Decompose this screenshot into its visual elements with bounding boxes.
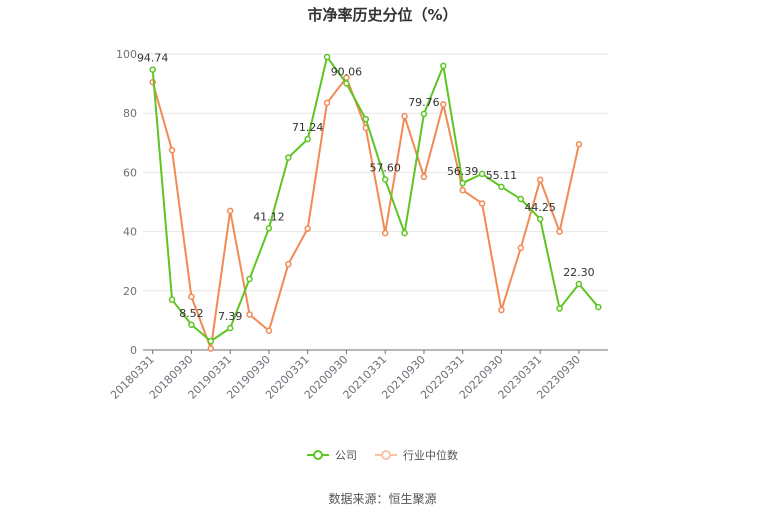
data-label: 79.76 [408, 96, 440, 109]
data-point[interactable] [478, 200, 486, 207]
data-label: 22.30 [563, 266, 595, 279]
data-labels: 94.74 8.52 7.39 41.12 71.24 90.06 57.60 79.76 56… [137, 52, 595, 324]
data-point[interactable] [575, 141, 583, 148]
data-point[interactable] [440, 62, 447, 70]
legend: 公司 行业中位数 [0, 447, 765, 463]
data-point[interactable] [246, 311, 253, 318]
data-point[interactable] [285, 154, 292, 161]
data-point[interactable] [440, 101, 447, 108]
data-point[interactable] [265, 327, 273, 335]
data-point[interactable] [188, 321, 195, 329]
series-layer [149, 53, 602, 352]
data-point[interactable] [420, 173, 428, 181]
legend-label-industry: 行业中位数 [403, 449, 458, 462]
data-point[interactable] [595, 303, 602, 311]
data-label: 57.60 [369, 162, 401, 175]
line-chart: 0 20 40 60 80 100 201803312018093020190331201… [108, 48, 608, 402]
series-company [149, 53, 602, 345]
data-point[interactable] [285, 260, 292, 268]
data-point[interactable] [478, 170, 486, 178]
data-point[interactable] [517, 195, 525, 203]
data-source: 数据来源：恒生聚源 [328, 492, 437, 506]
data-point[interactable] [168, 146, 176, 154]
grid-lines [143, 53, 608, 351]
data-label: 90.06 [331, 65, 363, 78]
data-point[interactable] [498, 183, 505, 191]
y-tick-label: 80 [123, 107, 137, 120]
data-point[interactable] [168, 296, 176, 303]
data-point[interactable] [575, 280, 583, 288]
data-point[interactable] [459, 186, 466, 194]
data-point[interactable] [226, 324, 234, 332]
data-point[interactable] [401, 112, 408, 120]
y-tick-label: 40 [123, 226, 137, 239]
series-line [151, 55, 600, 343]
data-point[interactable] [556, 305, 563, 312]
data-point[interactable] [149, 66, 156, 73]
data-label: 41.12 [253, 210, 285, 223]
data-point[interactable] [304, 225, 311, 232]
data-point[interactable] [536, 215, 544, 223]
data-label: 8.52 [179, 307, 204, 320]
data-point[interactable] [323, 53, 331, 61]
chart-title: 市净率历史分位（%） [307, 6, 458, 24]
data-point[interactable] [323, 99, 331, 107]
data-point[interactable] [381, 176, 389, 183]
data-point[interactable] [498, 306, 505, 314]
data-point[interactable] [420, 110, 428, 118]
legend-item-industry[interactable]: 行业中位数 [375, 447, 458, 463]
legend-swatch-company [307, 449, 329, 461]
data-point[interactable] [304, 135, 311, 143]
legend-label-company: 公司 [335, 449, 357, 462]
legend-item-company[interactable]: 公司 [307, 447, 357, 463]
y-tick-label: 60 [123, 166, 137, 179]
data-point[interactable] [362, 115, 370, 123]
data-point[interactable] [226, 207, 234, 215]
series-industry [149, 74, 583, 352]
y-tick-label: 0 [130, 344, 137, 357]
data-point[interactable] [343, 80, 350, 87]
y-tick-label: 20 [123, 285, 137, 298]
y-tick-label: 100 [116, 48, 137, 61]
data-point[interactable] [459, 179, 466, 187]
legend-swatch-industry [375, 449, 397, 461]
data-point[interactable] [381, 229, 389, 237]
data-label: 7.39 [218, 310, 243, 323]
data-point[interactable] [246, 275, 253, 283]
data-label: 44.25 [524, 201, 556, 214]
data-point[interactable] [556, 228, 563, 235]
data-point[interactable] [401, 229, 408, 237]
data-point[interactable] [207, 345, 215, 352]
data-point[interactable] [188, 293, 195, 300]
data-label: 71.24 [292, 121, 324, 134]
data-label: 55.11 [486, 169, 518, 182]
data-point[interactable] [265, 225, 273, 232]
x-axis: 2018033120180930201903312019093020200331… [108, 350, 583, 402]
data-label: 56.39 [447, 165, 479, 178]
data-point[interactable] [536, 176, 544, 184]
y-axis: 0 20 40 60 80 100 [116, 48, 137, 357]
data-point[interactable] [207, 337, 215, 345]
data-point[interactable] [517, 244, 525, 252]
data-label: 94.74 [137, 52, 169, 65]
